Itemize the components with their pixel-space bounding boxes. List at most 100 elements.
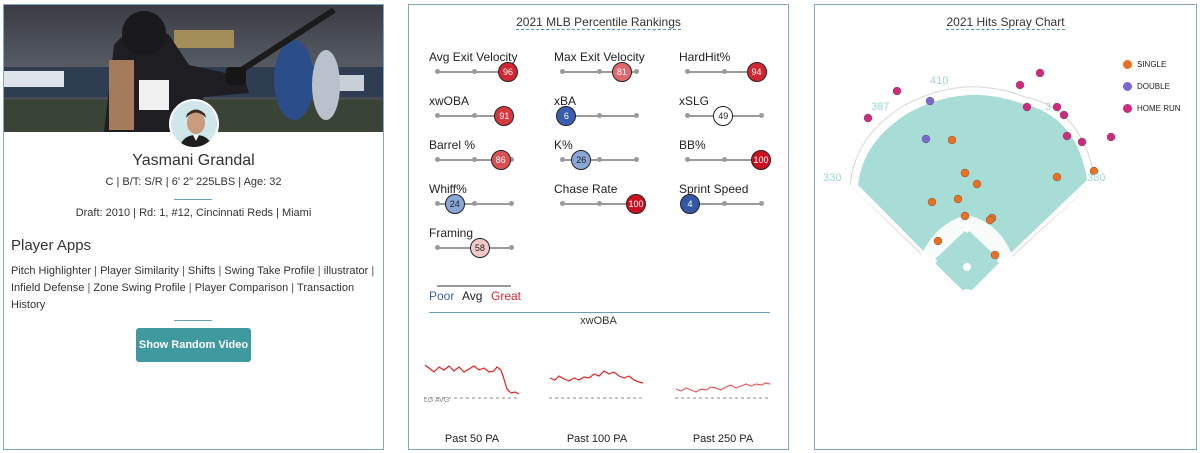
app-link-transaction-history[interactable]: Transaction History	[11, 282, 355, 311]
home-run-hit-point	[1052, 102, 1062, 112]
metric-label: xBA	[554, 94, 577, 108]
metric-percentile-bubble: 4	[679, 194, 700, 214]
metric-track-tick	[435, 113, 440, 118]
metric-percentile-bubble: 94	[746, 62, 767, 82]
metric-label: Sprint Speed	[679, 182, 749, 196]
double-dot-icon	[1123, 82, 1132, 91]
single-hit-point	[960, 168, 970, 178]
metric-track-tick	[509, 157, 514, 162]
metric-track-tick	[634, 69, 639, 74]
app-link-infield-defense[interactable]: Infield Defense	[11, 282, 85, 294]
show-random-video-button[interactable]: Show Random Video	[136, 328, 251, 362]
metric-track-tick	[509, 201, 514, 206]
metric-k-[interactable]: K% 26	[554, 138, 664, 174]
metric-percentile-bubble: 91	[494, 106, 515, 126]
legend-double: DOUBLE	[1123, 82, 1170, 91]
metric-max-exit-velocity[interactable]: Max Exit Velocity 81	[554, 50, 664, 86]
metric-label: Framing	[429, 226, 474, 240]
metric-track-tick	[435, 201, 440, 206]
home-run-hit-point	[1022, 102, 1032, 112]
distance-label-lf: 387	[871, 101, 890, 113]
metric-track-tick	[509, 245, 514, 250]
double-hit-point	[925, 96, 935, 106]
spray-title-text[interactable]: 2021 Hits Spray Chart	[946, 15, 1065, 30]
app-link-shifts[interactable]: Shifts	[187, 265, 216, 277]
app-link-player-comparison[interactable]: Player Comparison	[194, 282, 289, 294]
metric-label: HardHit%	[679, 50, 731, 64]
sparkline-past-50	[424, 364, 520, 395]
home-run-hit-point	[1059, 110, 1069, 120]
player-card: Yasmani Grandal C | B/T: S/R | 6' 2" 225…	[3, 4, 384, 450]
metric-track-tick	[722, 69, 727, 74]
divider	[174, 320, 212, 321]
metric-track-tick	[560, 201, 565, 206]
metric-percentile-bubble: 81	[611, 62, 632, 82]
xwoba-title: xwOBA	[580, 315, 617, 327]
metric-track-tick	[435, 245, 440, 250]
metric-track-tick	[634, 157, 639, 162]
distance-label-cf: 410	[930, 75, 949, 87]
sparkline-past-250	[675, 382, 771, 393]
metric-percentile-bubble: 100	[751, 150, 771, 170]
league-average-label: LG AVG	[424, 397, 450, 404]
metric-framing[interactable]: Framing 58	[429, 226, 539, 262]
legend-double-label: DOUBLE	[1137, 82, 1170, 91]
metric-track-tick	[472, 157, 477, 162]
metric-track-tick	[722, 157, 727, 162]
metric-track-tick	[597, 69, 602, 74]
metric-bb-[interactable]: BB% 100	[679, 138, 788, 174]
metric-label: K%	[554, 138, 573, 152]
home-run-hit-point	[863, 113, 873, 123]
metric-sprint-speed[interactable]: Sprint Speed 4	[679, 182, 788, 218]
double-hit-point	[921, 134, 931, 144]
metric-track-tick	[472, 113, 477, 118]
legend-poor: Poor	[429, 289, 455, 303]
metric-avg-exit-velocity[interactable]: Avg Exit Velocity 96	[429, 50, 539, 86]
spray-hit-points	[863, 68, 1116, 260]
metric-label: xSLG	[679, 94, 710, 108]
home-run-dot-icon	[1123, 104, 1132, 113]
home-run-hit-point	[1077, 137, 1087, 147]
distance-label-lf-line: 330	[823, 172, 842, 184]
metric-percentile-bubble: 96	[498, 62, 519, 82]
app-link-zone-swing-profile[interactable]: Zone Swing Profile	[93, 282, 186, 294]
metric-percentile-bubble: 58	[469, 238, 490, 258]
app-link-player-similarity[interactable]: Player Similarity	[100, 265, 179, 277]
spray-title: 2021 Hits Spray Chart	[815, 15, 1196, 30]
legend-single: SINGLE	[1123, 60, 1166, 69]
single-hit-point	[990, 250, 1000, 260]
percentile-title-text[interactable]: 2021 MLB Percentile Rankings	[516, 15, 681, 30]
single-hit-point	[947, 135, 957, 145]
metric-chase-rate[interactable]: Chase Rate 100	[554, 182, 664, 218]
app-link-swing-take-profile[interactable]: Swing Take Profile	[224, 265, 315, 277]
legend-home-run: HOME RUN	[1123, 104, 1181, 113]
metric-barrel-[interactable]: Barrel % 86	[429, 138, 539, 174]
legend-home-run-label: HOME RUN	[1137, 104, 1181, 113]
distance-label-rf: 3	[1045, 101, 1052, 113]
metric-xslg[interactable]: xSLG 49	[679, 94, 788, 130]
app-link-pitch-highlighter[interactable]: Pitch Highlighter	[11, 265, 92, 277]
metric-xba[interactable]: xBA 6	[554, 94, 664, 130]
legend-great: Great	[491, 289, 522, 303]
single-hit-point	[960, 211, 970, 221]
single-dot-icon	[1123, 60, 1132, 69]
metric-track-tick	[597, 157, 602, 162]
metric-track-tick	[722, 201, 727, 206]
sparkline-label-50: Past 50 PA	[444, 433, 500, 445]
home-run-hit-point	[1106, 132, 1116, 142]
metric-hardhit-[interactable]: HardHit% 94	[679, 50, 788, 86]
player-apps-heading: Player Apps	[11, 237, 92, 254]
metric-whiff-[interactable]: Whiff% 24	[429, 182, 539, 218]
spray-field	[849, 68, 1116, 301]
distance-label-rf-line: 330	[1087, 172, 1106, 184]
metric-xwoba[interactable]: xwOBA 91	[429, 94, 539, 130]
metric-track-tick	[560, 69, 565, 74]
app-link-illustrator[interactable]: illustrator	[323, 265, 369, 277]
metric-track-tick	[435, 157, 440, 162]
metric-label: Chase Rate	[554, 182, 618, 196]
percentile-rankings-card: 2021 MLB Percentile Rankings Avg Exit Ve…	[408, 4, 789, 450]
metric-label: Avg Exit Velocity	[429, 50, 518, 64]
player-bio: C | B/T: S/R | 6' 2" 225LBS | Age: 32	[105, 176, 282, 188]
metric-track-tick	[759, 113, 764, 118]
metric-percentile-bubble: 86	[490, 150, 511, 170]
